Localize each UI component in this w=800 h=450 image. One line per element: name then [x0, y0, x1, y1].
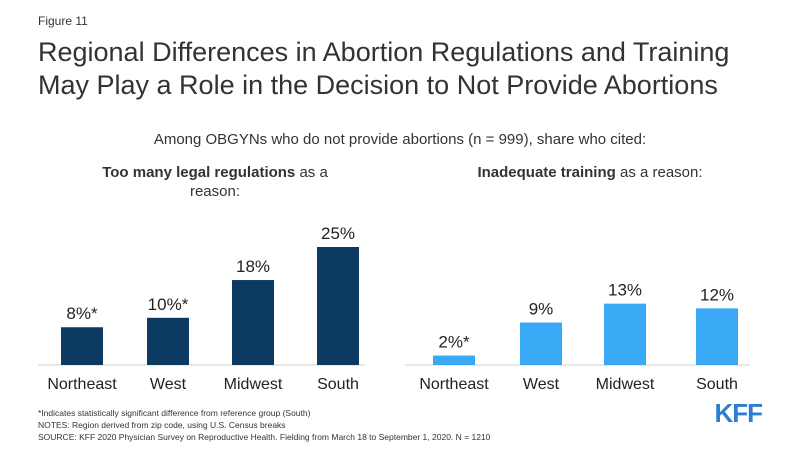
right-bar-south [696, 308, 738, 365]
right-data-label-midwest: 13% [608, 281, 642, 300]
chart-subtitle: Among OBGYNs who do not provide abortion… [153, 131, 647, 148]
right-data-label-west: 9% [529, 300, 554, 319]
left-category-label-midwest: Midwest [224, 376, 283, 393]
left-category-label-northeast: Northeast [47, 376, 117, 393]
footnote-notes: NOTES: Region derived from zip code, usi… [38, 420, 286, 430]
right-bar-northeast [433, 355, 475, 365]
left-category-label-west: West [150, 376, 187, 393]
left-panel-title-rest: as a reason: [189, 164, 328, 200]
left-bar-west [147, 317, 189, 365]
right-panel-title-bold: Inadequate training [477, 164, 616, 181]
footnote-significance: *Indicates statistically significant dif… [38, 408, 311, 418]
left-category-label-south: South [317, 376, 359, 393]
right-data-label-northeast: 2%* [438, 333, 470, 352]
right-data-label-south: 12% [700, 285, 734, 304]
right-panel-title: Inadequate training as a reason: [440, 163, 740, 182]
right-category-label-west: West [523, 376, 560, 393]
left-data-label-midwest: 18% [236, 257, 270, 276]
left-data-label-west: 10%* [148, 295, 189, 314]
left-panel-title: Too many legal regulations as a reason: [90, 163, 340, 201]
right-bar-midwest [604, 303, 646, 365]
right-category-label-south: South [696, 376, 738, 393]
left-bar-midwest [232, 280, 274, 365]
figure-label: Figure 11 [38, 14, 88, 28]
kff-logo: KFF [714, 398, 763, 428]
right-category-label-midwest: Midwest [596, 376, 655, 393]
left-bar-south [317, 247, 359, 365]
left-bar-northeast [61, 327, 103, 365]
right-panel-title-rest: as a reason: [615, 164, 703, 181]
right-bar-west [520, 322, 562, 365]
chart-title: Regional Differences in Abortion Regulat… [38, 37, 730, 100]
left-panel-title-bold: Too many legal regulations [102, 164, 296, 181]
right-category-label-northeast: Northeast [419, 376, 489, 393]
left-data-label-northeast: 8%* [66, 304, 98, 323]
footnote-source: SOURCE: KFF 2020 Physician Survey on Rep… [38, 432, 491, 442]
left-data-label-south: 25% [321, 224, 355, 243]
footnotes: *Indicates statistically significant dif… [38, 407, 490, 443]
